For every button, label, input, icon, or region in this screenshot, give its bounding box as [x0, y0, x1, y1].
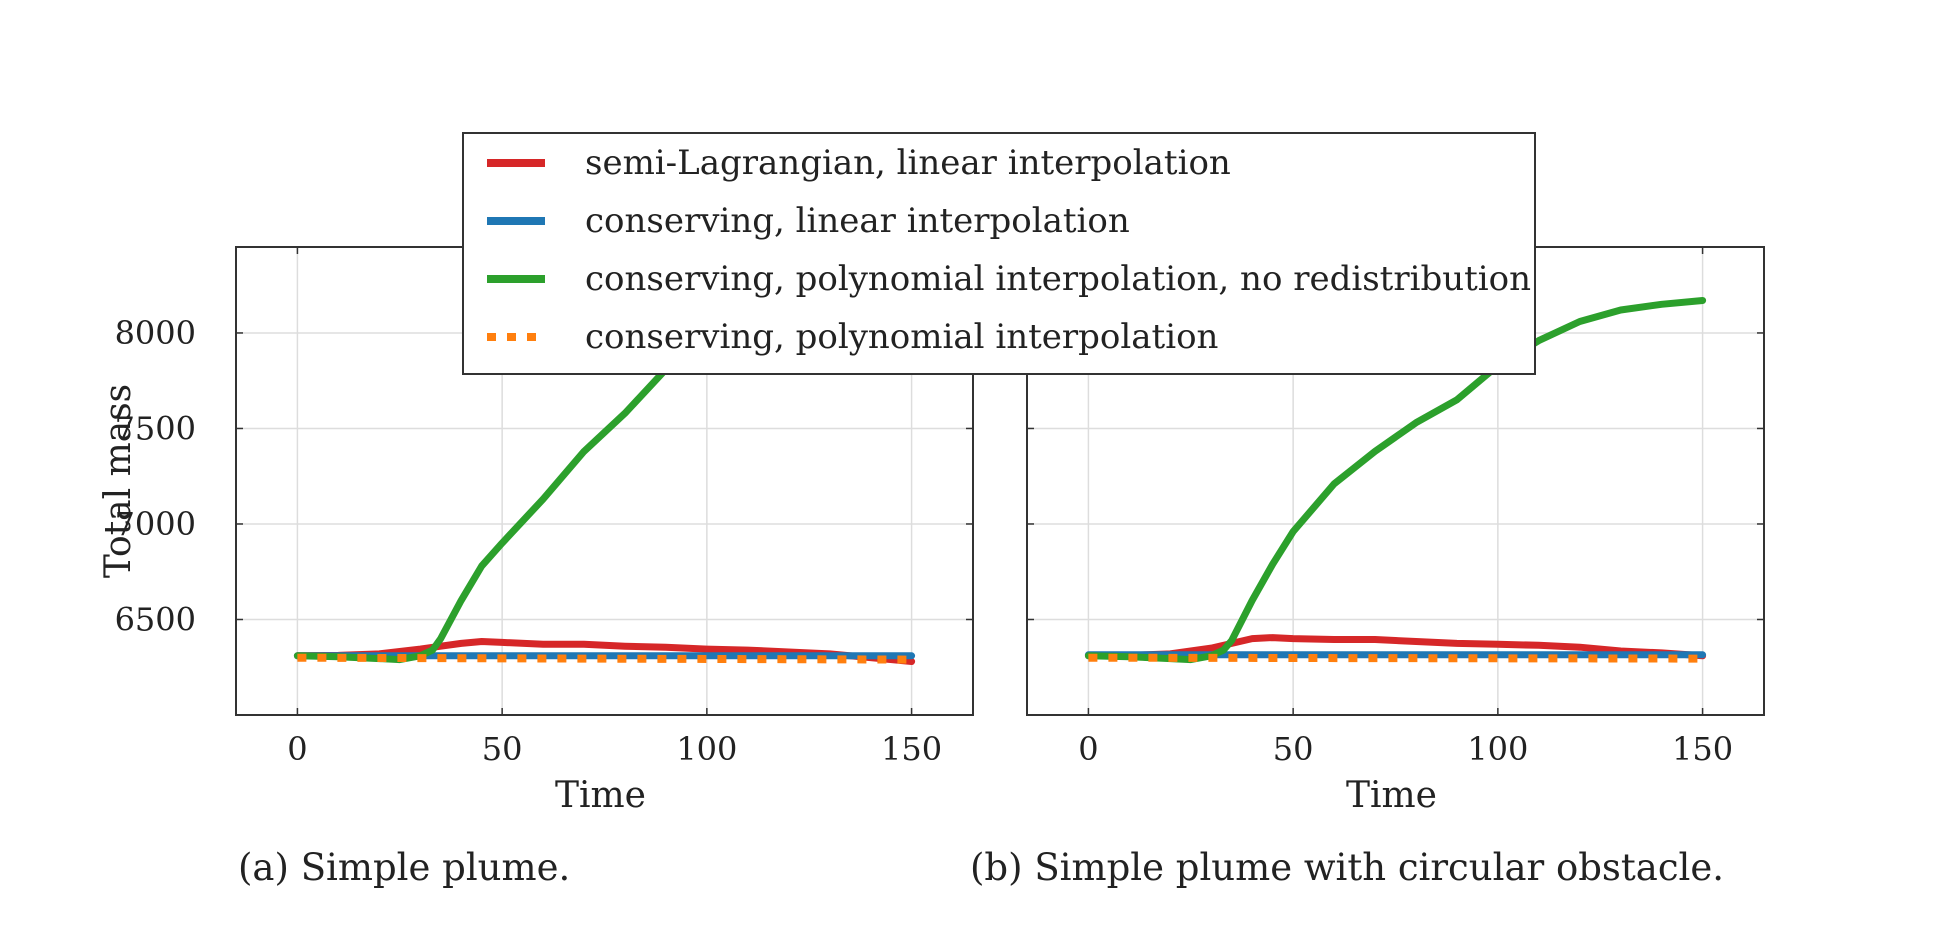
x-tick-label: 0 [287, 730, 307, 768]
caption-b: (b) Simple plume with circular obstacle. [970, 846, 1725, 889]
y-tick-label: 7000 [115, 505, 196, 543]
y-tick-label: 6500 [115, 600, 196, 638]
x-tick-label: 100 [1467, 730, 1528, 768]
y-tick-label: 8000 [115, 314, 196, 352]
y-axis-label: Total mass [98, 384, 139, 578]
x-axis-label: Time [555, 775, 646, 816]
series-line-conserving-polynomial-interpolation [297, 653, 912, 664]
x-tick-label: 50 [1273, 730, 1314, 768]
legend-label: semi-Lagrangian, linear interpolation [585, 143, 1231, 183]
caption-a: (a) Simple plume. [238, 846, 571, 889]
legend: semi-Lagrangian, linear interpolation con… [462, 132, 1536, 375]
legend-label: conserving, polynomial interpolation [585, 317, 1218, 357]
series-line-semi-lagrangian-linear-interpolation [1084, 634, 1707, 660]
x-axis-label: Time [1346, 775, 1437, 816]
x-tick-label: 150 [881, 730, 942, 768]
x-tick-label: 0 [1078, 730, 1098, 768]
x-tick-label: 100 [676, 730, 737, 768]
legend-frame [462, 132, 1536, 375]
x-tick-label: 150 [1672, 730, 1733, 768]
legend-label: conserving, polynomial interpolation, no… [585, 259, 1531, 299]
series-line-conserving-polynomial-interpolation [1088, 653, 1703, 663]
x-tick-label: 50 [482, 730, 523, 768]
y-tick-label: 7500 [115, 409, 196, 447]
legend-label: conserving, linear interpolation [585, 201, 1130, 241]
